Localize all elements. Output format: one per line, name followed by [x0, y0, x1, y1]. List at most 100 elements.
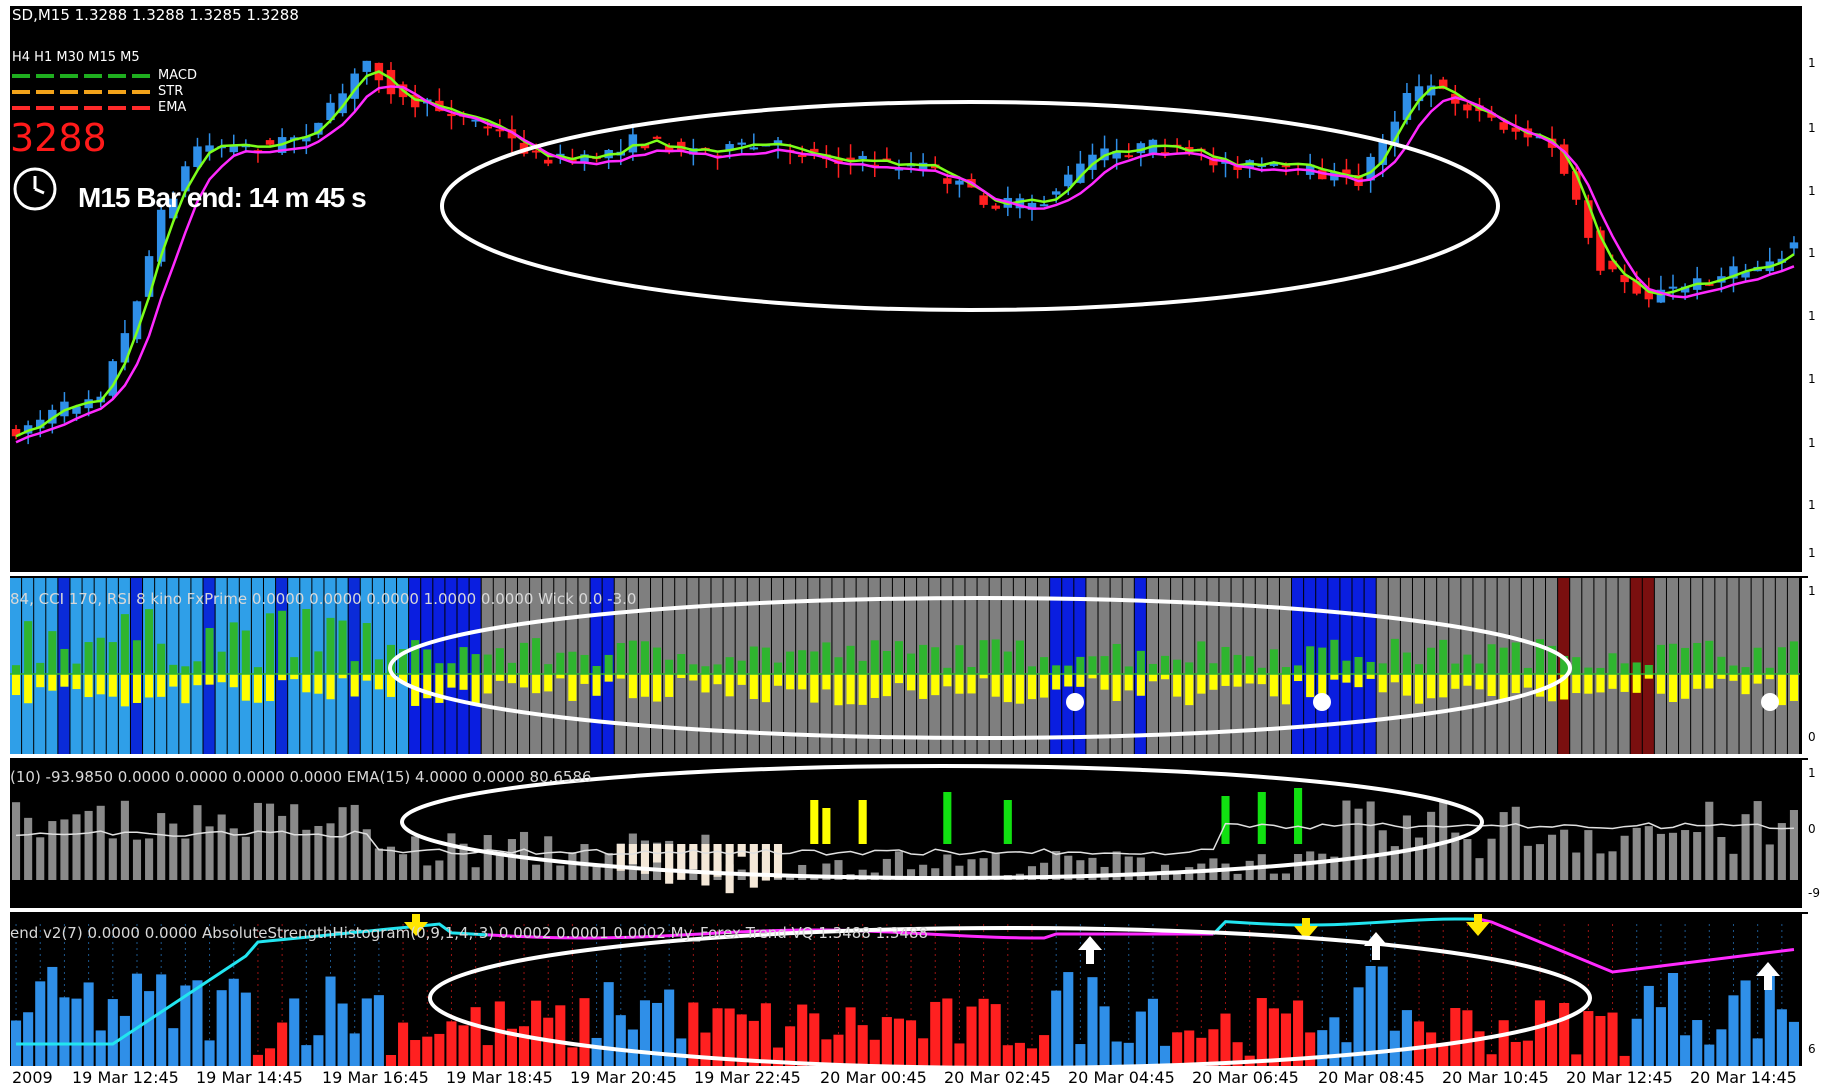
bar-yellow [181, 674, 190, 704]
bar-yellow [1160, 674, 1170, 680]
bar-yellow [628, 674, 637, 699]
indicator-pane-3[interactable] [10, 914, 1800, 1066]
bar-green [459, 647, 468, 674]
bar-green [362, 623, 371, 674]
histogram-bar [555, 1005, 566, 1066]
indicator-1-chart [10, 578, 1800, 754]
time-tick: 20 Mar 14:45 [1690, 1068, 1797, 1087]
candle-body [1015, 198, 1025, 209]
candle-body [410, 94, 420, 108]
bar-green [1608, 653, 1617, 674]
histogram-bar [1063, 972, 1074, 1066]
bar-yellow [1668, 674, 1678, 703]
histogram-bar [507, 839, 516, 880]
histogram-bar [459, 843, 468, 880]
histogram-bar [83, 982, 94, 1066]
histogram-bar [1040, 862, 1049, 880]
bar-green [834, 657, 843, 674]
candle-body [543, 159, 553, 164]
candle-body [144, 256, 154, 297]
histogram-bar [1728, 995, 1739, 1066]
histogram-bar [857, 1025, 868, 1066]
histogram-bar [688, 1002, 699, 1066]
bar-yellow [1233, 674, 1242, 687]
price-pane[interactable] [10, 6, 1800, 572]
indicator-pane-1[interactable] [10, 578, 1800, 754]
bar-green [314, 651, 323, 674]
histogram-bar [1051, 990, 1062, 1066]
bar-yellow [1366, 674, 1375, 679]
histogram-highlight [822, 808, 831, 844]
histogram-bar [748, 1020, 759, 1066]
candle-body [858, 155, 867, 160]
histogram-bar [1366, 801, 1375, 880]
bar-green [1015, 640, 1024, 674]
histogram-bar [362, 829, 371, 880]
candle-body [943, 178, 952, 184]
bar-yellow [882, 674, 891, 697]
histogram-bar [1294, 854, 1303, 880]
bar-green [1209, 663, 1218, 674]
candle-body [483, 126, 492, 129]
bar-green [386, 644, 396, 674]
histogram-bar [1548, 834, 1557, 880]
bar-yellow [1245, 674, 1254, 684]
bar-yellow [507, 674, 516, 684]
histogram-bar [894, 851, 903, 880]
candle-body [314, 122, 323, 135]
pane-separator[interactable] [10, 572, 1808, 576]
candle-body [23, 425, 33, 434]
bar-yellow [1693, 674, 1702, 689]
bar-yellow [1100, 674, 1109, 690]
histogram-negative [665, 844, 674, 884]
bar-yellow [241, 674, 250, 701]
time-tick: 20 Mar 02:45 [944, 1068, 1051, 1087]
bar-yellow [72, 674, 81, 690]
candle-body [1741, 271, 1750, 278]
histogram-bar [108, 838, 117, 880]
histogram-bar [881, 1017, 892, 1066]
histogram-bar [1511, 806, 1520, 880]
histogram-bar [893, 1018, 904, 1066]
histogram-bar [918, 1038, 929, 1066]
bar-background [179, 578, 191, 754]
histogram-bar [1306, 851, 1315, 880]
bar-green [157, 643, 166, 674]
bar-yellow [677, 674, 686, 679]
histogram-bar [240, 992, 251, 1066]
histogram-bar [204, 1040, 215, 1066]
bar-green [786, 651, 795, 674]
candle-body [1124, 155, 1133, 158]
bar-green [145, 609, 154, 674]
pane-separator[interactable] [10, 754, 1808, 758]
histogram-bar [1705, 801, 1714, 880]
bar-yellow [12, 674, 21, 696]
indicator-pane-2[interactable] [10, 760, 1800, 908]
histogram-bar [1439, 801, 1448, 880]
bar-green [471, 654, 480, 674]
ema-line [16, 822, 1794, 856]
bar-green [423, 649, 432, 674]
histogram-bar [1523, 845, 1532, 880]
bar-yellow [60, 674, 69, 687]
histogram-bar [834, 860, 843, 880]
bar-green [1789, 641, 1798, 674]
pane-separator[interactable] [10, 908, 1808, 912]
histogram-bar [1354, 808, 1363, 880]
bar-yellow [459, 674, 468, 690]
bar-yellow [1765, 674, 1774, 680]
trend-line [1212, 917, 1480, 936]
bar-green [1414, 664, 1424, 674]
histogram-bar [435, 860, 444, 880]
bar-green [1753, 647, 1762, 674]
annotation-ellipse [400, 764, 1484, 880]
indicator-1-axis: 1 0 [1800, 578, 1826, 754]
histogram-bar [1208, 1029, 1219, 1066]
bar-yellow [532, 674, 541, 694]
histogram-bar [1776, 1009, 1787, 1066]
histogram-bar [858, 869, 867, 880]
bar-yellow [1402, 674, 1411, 696]
bar-yellow [822, 674, 831, 690]
bar-yellow [894, 674, 903, 684]
histogram-bar [1184, 1030, 1195, 1066]
